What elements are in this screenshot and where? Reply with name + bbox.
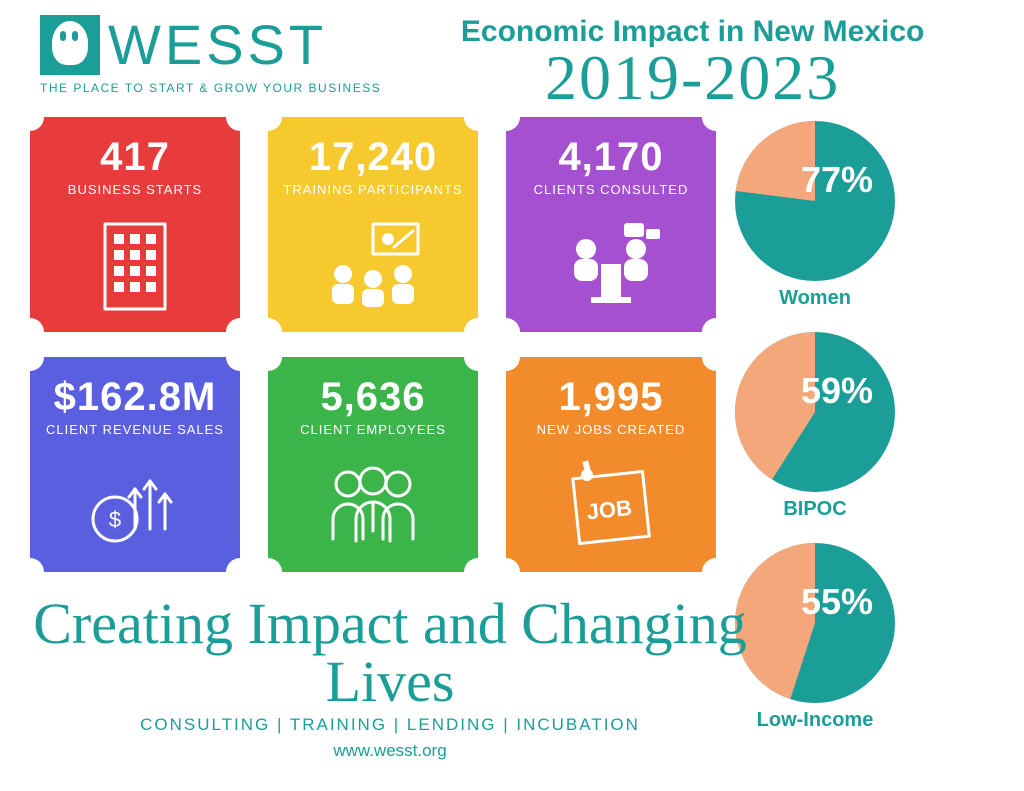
stat-card: $162.8M CLIENT REVENUE SALES $ bbox=[30, 357, 240, 572]
footer-tagline: Creating Impact and Changing Lives bbox=[30, 595, 750, 711]
title-line2: 2019-2023 bbox=[401, 49, 984, 107]
pie-percent: 55% bbox=[801, 581, 873, 623]
pie-graphic: 55% bbox=[731, 539, 899, 707]
logo-block: WESST THE PLACE TO START & GROW YOUR BUS… bbox=[40, 15, 381, 95]
job-icon: JOB bbox=[561, 447, 661, 562]
stat-label: BUSINESS STARTS bbox=[68, 182, 202, 197]
pie-charts-column: 77% Women 59% BIPOC 55% Low-Income bbox=[731, 117, 899, 732]
stat-label: NEW JOBS CREATED bbox=[537, 422, 686, 437]
pie-label: BIPOC bbox=[731, 498, 899, 521]
stat-label: CLIENT EMPLOYEES bbox=[300, 422, 446, 437]
stat-label: CLIENTS CONSULTED bbox=[534, 182, 689, 197]
footer-url: www.wesst.org bbox=[30, 741, 750, 761]
footer-services: CONSULTING | TRAINING | LENDING | INCUBA… bbox=[30, 715, 750, 735]
pie-chart: 59% BIPOC bbox=[731, 328, 899, 521]
building-icon bbox=[90, 207, 180, 322]
stat-card: 5,636 CLIENT EMPLOYEES bbox=[268, 357, 478, 572]
pie-chart: 77% Women bbox=[731, 117, 899, 310]
stat-value: 17,240 bbox=[309, 135, 437, 180]
stat-value: 1,995 bbox=[558, 375, 663, 420]
stat-value: 4,170 bbox=[558, 135, 663, 180]
stat-value: $162.8M bbox=[54, 375, 217, 420]
logo-row: WESST bbox=[40, 15, 327, 75]
svg-text:JOB: JOB bbox=[585, 494, 633, 524]
pie-label: Women bbox=[731, 287, 899, 310]
stat-card: 4,170 CLIENTS CONSULTED bbox=[506, 117, 716, 332]
revenue-icon: $ bbox=[85, 447, 185, 562]
consult-icon bbox=[556, 207, 666, 322]
pie-graphic: 59% bbox=[731, 328, 899, 496]
pie-percent: 77% bbox=[801, 159, 873, 201]
stat-value: 5,636 bbox=[320, 375, 425, 420]
stat-label: TRAINING PARTICIPANTS bbox=[283, 182, 462, 197]
logo-text: WESST bbox=[108, 17, 327, 73]
training-icon bbox=[318, 207, 428, 322]
footer: Creating Impact and Changing Lives CONSU… bbox=[30, 595, 750, 761]
people-icon bbox=[313, 447, 433, 562]
header: WESST THE PLACE TO START & GROW YOUR BUS… bbox=[0, 0, 1024, 107]
pie-graphic: 77% bbox=[731, 117, 899, 285]
pie-percent: 59% bbox=[801, 370, 873, 412]
stat-value: 417 bbox=[100, 135, 170, 180]
stat-label: CLIENT REVENUE SALES bbox=[46, 422, 224, 437]
title-block: Economic Impact in New Mexico 2019-2023 bbox=[401, 15, 984, 107]
svg-text:$: $ bbox=[109, 507, 121, 532]
logo-mark-icon bbox=[40, 15, 100, 75]
stat-card: 417 BUSINESS STARTS bbox=[30, 117, 240, 332]
pie-chart: 55% Low-Income bbox=[731, 539, 899, 732]
stat-card: 1,995 NEW JOBS CREATED JOB bbox=[506, 357, 716, 572]
stat-card: 17,240 TRAINING PARTICIPANTS bbox=[268, 117, 478, 332]
pie-label: Low-Income bbox=[731, 709, 899, 732]
logo-tagline: THE PLACE TO START & GROW YOUR BUSINESS bbox=[40, 81, 381, 95]
